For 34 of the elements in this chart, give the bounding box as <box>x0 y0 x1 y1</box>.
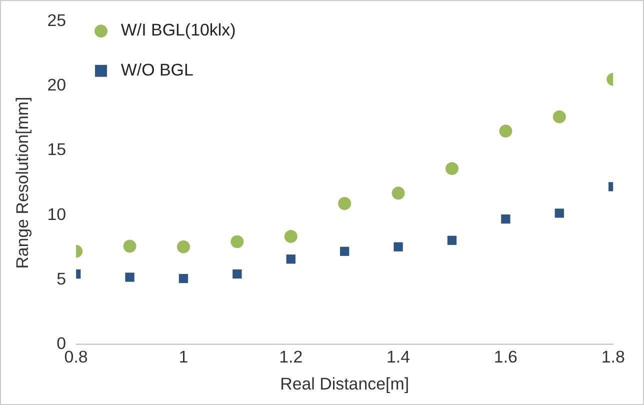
x-tick-label: 0.8 <box>64 347 88 366</box>
point <box>230 235 244 248</box>
point <box>340 246 350 256</box>
x-axis-title: Real Distance[m] <box>280 374 410 394</box>
point <box>123 240 136 253</box>
x-tick-label: 1.2 <box>279 347 303 366</box>
y-tick-label: 25 <box>47 10 66 30</box>
point <box>286 254 296 264</box>
point <box>499 124 512 138</box>
y-tick-label: 0 <box>56 334 66 354</box>
point <box>554 208 564 218</box>
x-tick-label: 1.6 <box>494 347 518 366</box>
point <box>447 236 457 245</box>
x-tick-label: 1.8 <box>601 347 625 366</box>
legend-label: W/I BGL(10klx) <box>120 20 236 40</box>
point <box>394 242 403 252</box>
x-tick-label: 1 <box>178 347 188 366</box>
point <box>232 269 242 279</box>
point <box>501 214 510 224</box>
point <box>446 162 458 176</box>
y-axis-title: Range Resolution[mm] <box>12 96 32 269</box>
y-tick-label: 5 <box>56 269 66 288</box>
point <box>178 274 188 284</box>
point <box>552 110 566 124</box>
y-tick-label: 15 <box>47 140 66 160</box>
legend-label: W/O BGL <box>120 60 194 80</box>
point <box>177 240 190 254</box>
y-tick-label: 10 <box>47 204 66 224</box>
y-tick-label: 20 <box>47 75 66 94</box>
point <box>284 230 298 243</box>
point <box>125 272 134 282</box>
point <box>338 197 352 210</box>
point <box>392 186 405 200</box>
x-tick-label: 1.4 <box>386 347 410 366</box>
